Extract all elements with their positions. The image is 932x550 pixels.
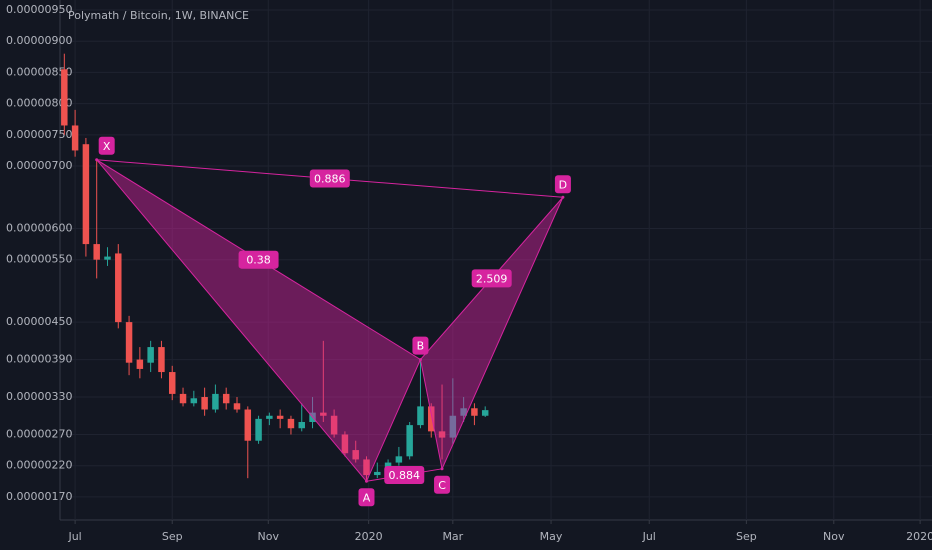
candle-body [374,471,381,476]
grid [60,0,932,520]
x-tick-label: Mar [442,530,463,543]
pattern-point-label: B [417,340,425,353]
candle-body [471,408,478,416]
pattern-point-label: D [559,178,567,191]
candle-body [93,244,100,260]
candle-body [428,406,435,432]
candle-body [449,415,457,438]
pattern-ratio-label-box [471,269,512,288]
chart-title: Polymath / Bitcoin, 1W, BINANCE [68,9,249,22]
x-tick-label: 2020 [906,530,932,543]
pattern-point-label: A [363,491,371,504]
candle-body [266,415,273,419]
pattern-point [418,358,422,362]
y-tick-label: 0.00000330 [6,390,72,403]
pattern-ratio-label-box [384,466,425,485]
candle-body [341,434,349,454]
candle-body [460,408,467,416]
pattern-point [364,479,368,483]
candle-body [352,450,359,460]
x-tick-label: Sep [162,530,183,543]
candle-body [115,253,122,323]
candle-body [244,409,252,441]
pattern-point [440,467,444,471]
candle-body [298,421,305,429]
pattern-point-label-box [434,475,451,494]
candle-body [125,322,133,363]
pattern-ratio-label: 0.38 [246,254,271,267]
candle-body [233,403,241,410]
y-tick-label: 0.00000220 [6,459,72,472]
candle-body [320,412,327,416]
candle-body [330,415,338,435]
candle-body [212,393,219,410]
candle-body [395,456,403,463]
candle-body [82,144,90,245]
y-tick-label: 0.00000390 [6,353,72,366]
y-tick-label: 0.00000850 [6,65,72,78]
candle-body [417,406,424,426]
x-tick-label: Sep [736,530,757,543]
x-tick-label: Nov [823,530,845,543]
pattern-point-label: C [438,479,446,492]
pattern-ratio-label: 0.884 [389,469,421,482]
pattern-point-label-box [358,488,375,507]
x-tick-label: Jul [67,530,81,543]
x-tick-label: May [540,530,563,543]
candle-body [158,347,165,373]
candle-body [222,393,230,404]
candle-body [169,372,176,394]
pattern-point [561,195,565,199]
candle-body [438,431,446,438]
y-tick-label: 0.00000950 [6,3,72,16]
pattern-point-label-box [98,136,115,155]
y-tick-label: 0.00000800 [6,97,72,110]
pattern-ratio-label-box [309,169,350,188]
pattern-ratio-label-box [238,250,279,269]
y-tick-label: 0.00000450 [6,315,72,328]
y-tick-label: 0.00000600 [6,221,72,234]
x-tick-label: Jul [642,530,656,543]
pattern-ratio-label: 0.886 [314,173,346,186]
y-tick-label: 0.00000900 [6,34,72,47]
candle-body [104,256,111,260]
candle-body [406,425,413,457]
y-tick-label: 0.00000750 [6,128,72,141]
y-tick-label: 0.00000700 [6,159,72,172]
candle-body [363,459,370,476]
pattern-point-label: X [103,140,111,153]
x-tick-label: 2020 [355,530,383,543]
pattern-ratio-label: 2.509 [476,272,508,285]
candle-body [71,125,79,151]
candle-body [287,418,295,429]
pattern-point-label-box [554,175,571,194]
x-tick-label: Nov [258,530,280,543]
candle-body [61,69,68,126]
candle-body [179,393,187,404]
candle-body [481,410,489,416]
candle-body [147,347,154,363]
candle-body [276,415,284,419]
y-tick-label: 0.00000270 [6,427,72,440]
candle-body [255,418,262,441]
y-tick-label: 0.00000550 [6,253,72,266]
candle-body [201,397,208,410]
pattern-point-label-box [412,336,429,355]
y-tick-label: 0.00000170 [6,490,72,503]
candle-body [136,359,144,369]
candle-body [190,398,198,404]
pattern-point [95,158,99,162]
